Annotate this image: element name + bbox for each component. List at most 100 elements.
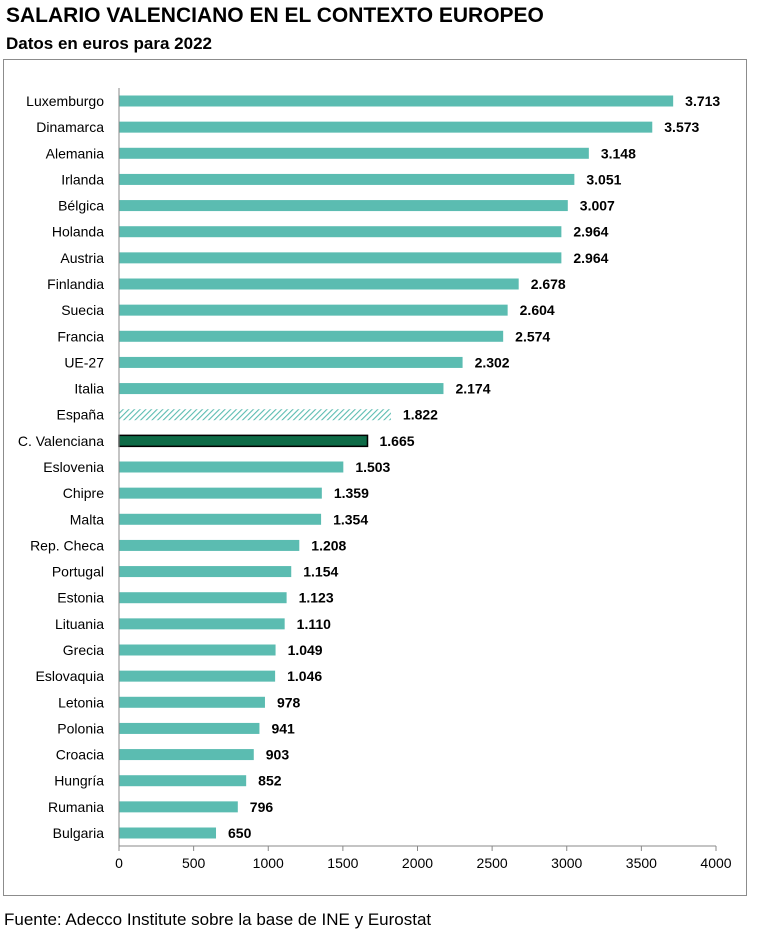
value-label: 1.208 [311, 537, 346, 553]
x-tick-label: 0 [115, 855, 123, 871]
x-axis: 0 500 1000 1500 2000 2500 3000 3500 4000 [115, 88, 732, 871]
value-label: 903 [266, 747, 290, 763]
x-tick-label: 4000 [700, 855, 731, 871]
bar [119, 670, 276, 682]
value-label: 3.148 [601, 145, 636, 161]
category-label: Bulgaria [53, 825, 105, 841]
category-label: Italia [74, 381, 104, 397]
chart-title: SALARIO VALENCIANO EN EL CONTEXTO EUROPE… [6, 4, 544, 27]
category-label: Alemania [46, 145, 105, 161]
x-tick-label: 2000 [402, 855, 433, 871]
chart-subtitle: Datos en euros para 2022 [6, 34, 212, 53]
bar [119, 200, 568, 212]
bar [119, 330, 504, 342]
value-label: 3.007 [580, 198, 615, 214]
category-label: Suecia [61, 302, 104, 318]
category-label: Malta [70, 511, 104, 527]
category-label: Estonia [57, 590, 104, 606]
chart-frame [3, 59, 747, 896]
category-label: Lituania [55, 616, 104, 632]
x-tick-label: 3500 [626, 855, 657, 871]
bar [119, 383, 444, 395]
value-label: 978 [277, 694, 301, 710]
category-label: Eslovaquia [36, 668, 105, 684]
bar [119, 592, 287, 604]
bar [119, 226, 562, 238]
value-label: 1.123 [299, 590, 334, 606]
bar [119, 566, 292, 578]
bar [119, 749, 254, 761]
category-label: Eslovenia [43, 459, 104, 475]
category-label: Rumania [48, 799, 104, 815]
value-label: 1.354 [333, 511, 368, 527]
bar [119, 696, 265, 708]
x-tick-label: 2500 [477, 855, 508, 871]
category-label: Letonia [58, 694, 104, 710]
category-label: Croacia [56, 747, 104, 763]
bar [119, 461, 344, 473]
value-label: 2.964 [573, 224, 608, 240]
category-label: Holanda [52, 224, 104, 240]
category-label: Austria [60, 250, 104, 266]
bar [119, 539, 300, 551]
bar [119, 644, 276, 656]
category-label: Grecia [63, 642, 104, 658]
category-label: Chipre [63, 485, 104, 501]
bar [119, 173, 575, 185]
category-label: Dinamarca [36, 119, 104, 135]
category-label: Luxemburgo [26, 93, 104, 109]
value-label: 1.110 [297, 616, 331, 632]
bar [119, 278, 519, 290]
bar [119, 722, 260, 734]
bar [119, 304, 508, 316]
value-label: 2.604 [520, 302, 555, 318]
category-label: España [57, 407, 105, 423]
value-label: 2.964 [573, 250, 608, 266]
bar [119, 827, 217, 839]
category-label: Hungría [54, 773, 104, 789]
value-label: 2.302 [475, 354, 510, 370]
value-label: 1.049 [288, 642, 323, 658]
value-label: 1.359 [334, 485, 369, 501]
bar [119, 95, 674, 107]
x-tick-label: 1500 [327, 855, 358, 871]
x-tick-label: 1000 [253, 855, 284, 871]
category-label: Rep. Checa [30, 537, 104, 553]
value-label: 1.154 [303, 564, 338, 580]
source-note: Fuente: Adecco Institute sobre la base d… [4, 910, 432, 929]
value-label: 3.051 [586, 171, 621, 187]
value-label: 1.665 [380, 433, 415, 449]
category-label: Irlanda [61, 171, 104, 187]
bars-layer: Luxemburgo 3.713 Dinamarca 3.573 Alemania 3.1… [18, 93, 721, 841]
bar [119, 121, 653, 133]
category-label: Francia [57, 328, 104, 344]
value-label: 852 [258, 773, 282, 789]
bar [119, 487, 322, 499]
value-label: 650 [228, 825, 252, 841]
value-label: 796 [250, 799, 274, 815]
bar [119, 801, 238, 813]
category-label: Bélgica [58, 198, 104, 214]
category-label: C. Valenciana [18, 433, 104, 449]
value-label: 1.503 [355, 459, 390, 475]
bar [119, 147, 589, 159]
bar [119, 356, 463, 368]
bar [119, 618, 285, 630]
value-label: 2.678 [531, 276, 566, 292]
bar [118, 434, 369, 448]
x-tick-label: 3000 [551, 855, 582, 871]
category-label: Polonia [57, 720, 104, 736]
value-label: 1.822 [403, 407, 438, 423]
category-label: UE-27 [64, 354, 104, 370]
bar [119, 775, 247, 787]
value-label: 3.713 [685, 93, 720, 109]
value-label: 1.046 [287, 668, 322, 684]
value-label: 3.573 [664, 119, 699, 135]
value-label: 2.574 [515, 328, 550, 344]
value-label: 941 [271, 720, 295, 736]
category-label: Finlandia [47, 276, 104, 292]
bar [119, 409, 391, 421]
x-tick-label: 500 [182, 855, 206, 871]
category-label: Portugal [52, 564, 104, 580]
